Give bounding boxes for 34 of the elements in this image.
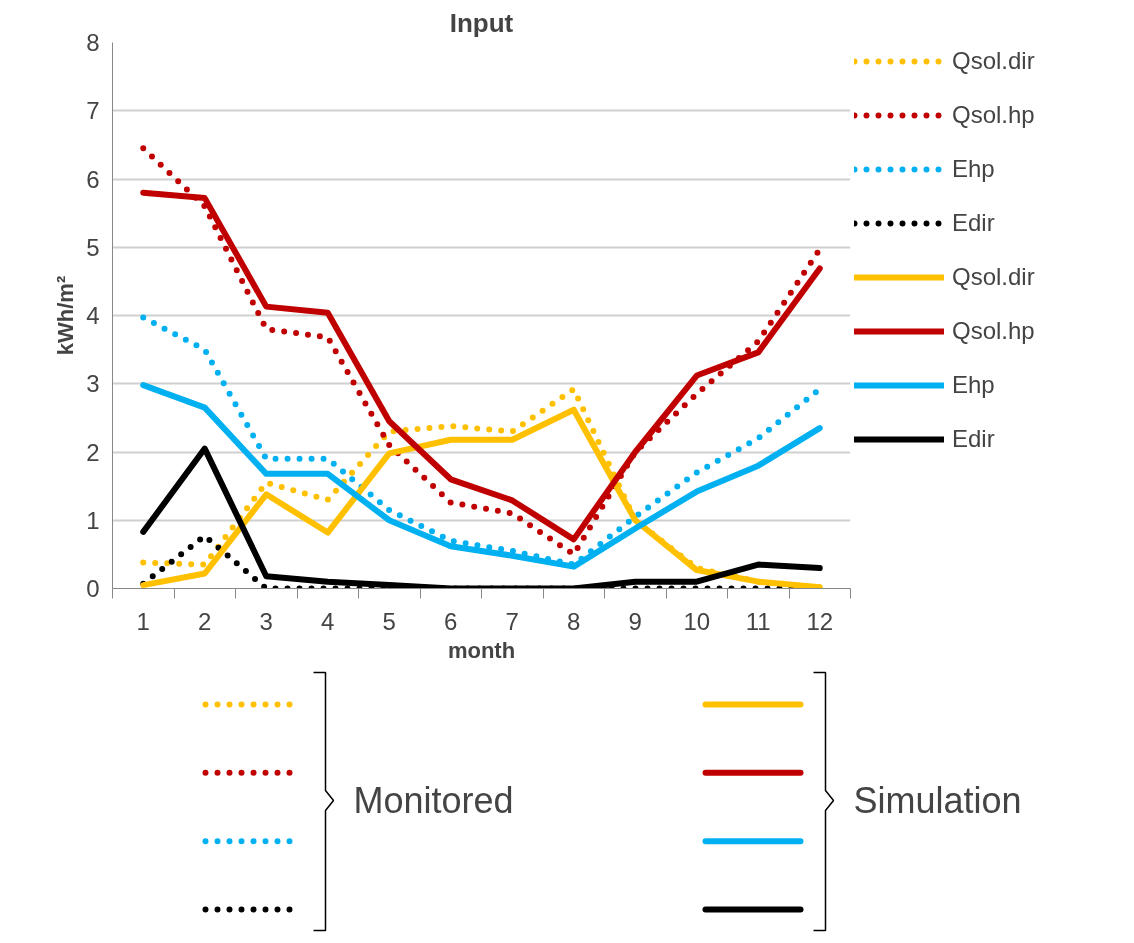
x-tick-label: 1 (136, 607, 150, 635)
y-tick-label: 6 (86, 165, 100, 193)
legend-label: Edir (952, 425, 995, 453)
y-tick-label: 7 (86, 97, 100, 125)
x-tick-label: 8 (567, 607, 581, 635)
x-tick-label: 9 (628, 607, 642, 635)
y-tick-label: 3 (86, 370, 100, 398)
x-tick-label: 10 (683, 607, 711, 635)
legend-label: Qsol.hp (952, 317, 1035, 345)
legend-label: Qsol.hp (952, 101, 1035, 129)
text: Monitored (353, 780, 514, 821)
y-tick-label: 2 (86, 438, 100, 466)
text: Simulation (853, 780, 1022, 821)
legend-label: Ehp (952, 371, 995, 399)
legend-label: Edir (952, 209, 995, 237)
y-tick-label: 0 (86, 575, 100, 602)
y-tick-label: 5 (86, 233, 100, 261)
legend-label: Qsol.dir (952, 47, 1035, 75)
y-tick-label: 8 (86, 29, 100, 56)
y-tick-label: 1 (86, 506, 100, 534)
x-tick-label: 4 (321, 607, 335, 635)
legend-label: Qsol.dir (952, 263, 1035, 291)
x-tick-label: 2 (198, 607, 212, 635)
x-tick-label: 7 (505, 607, 519, 635)
chart-title: Input (449, 7, 514, 38)
x-tick-label: 3 (259, 607, 273, 635)
x-axis-title: month (447, 637, 516, 663)
y-axis-title: kWh/m² (53, 275, 79, 356)
x-tick-label: 6 (444, 607, 458, 635)
x-tick-label: 5 (382, 607, 396, 635)
y-tick-label: 4 (86, 302, 100, 329)
x-tick-label: 11 (745, 607, 771, 635)
x-tick-label: 12 (806, 607, 834, 635)
legend-label: Ehp (952, 155, 995, 183)
